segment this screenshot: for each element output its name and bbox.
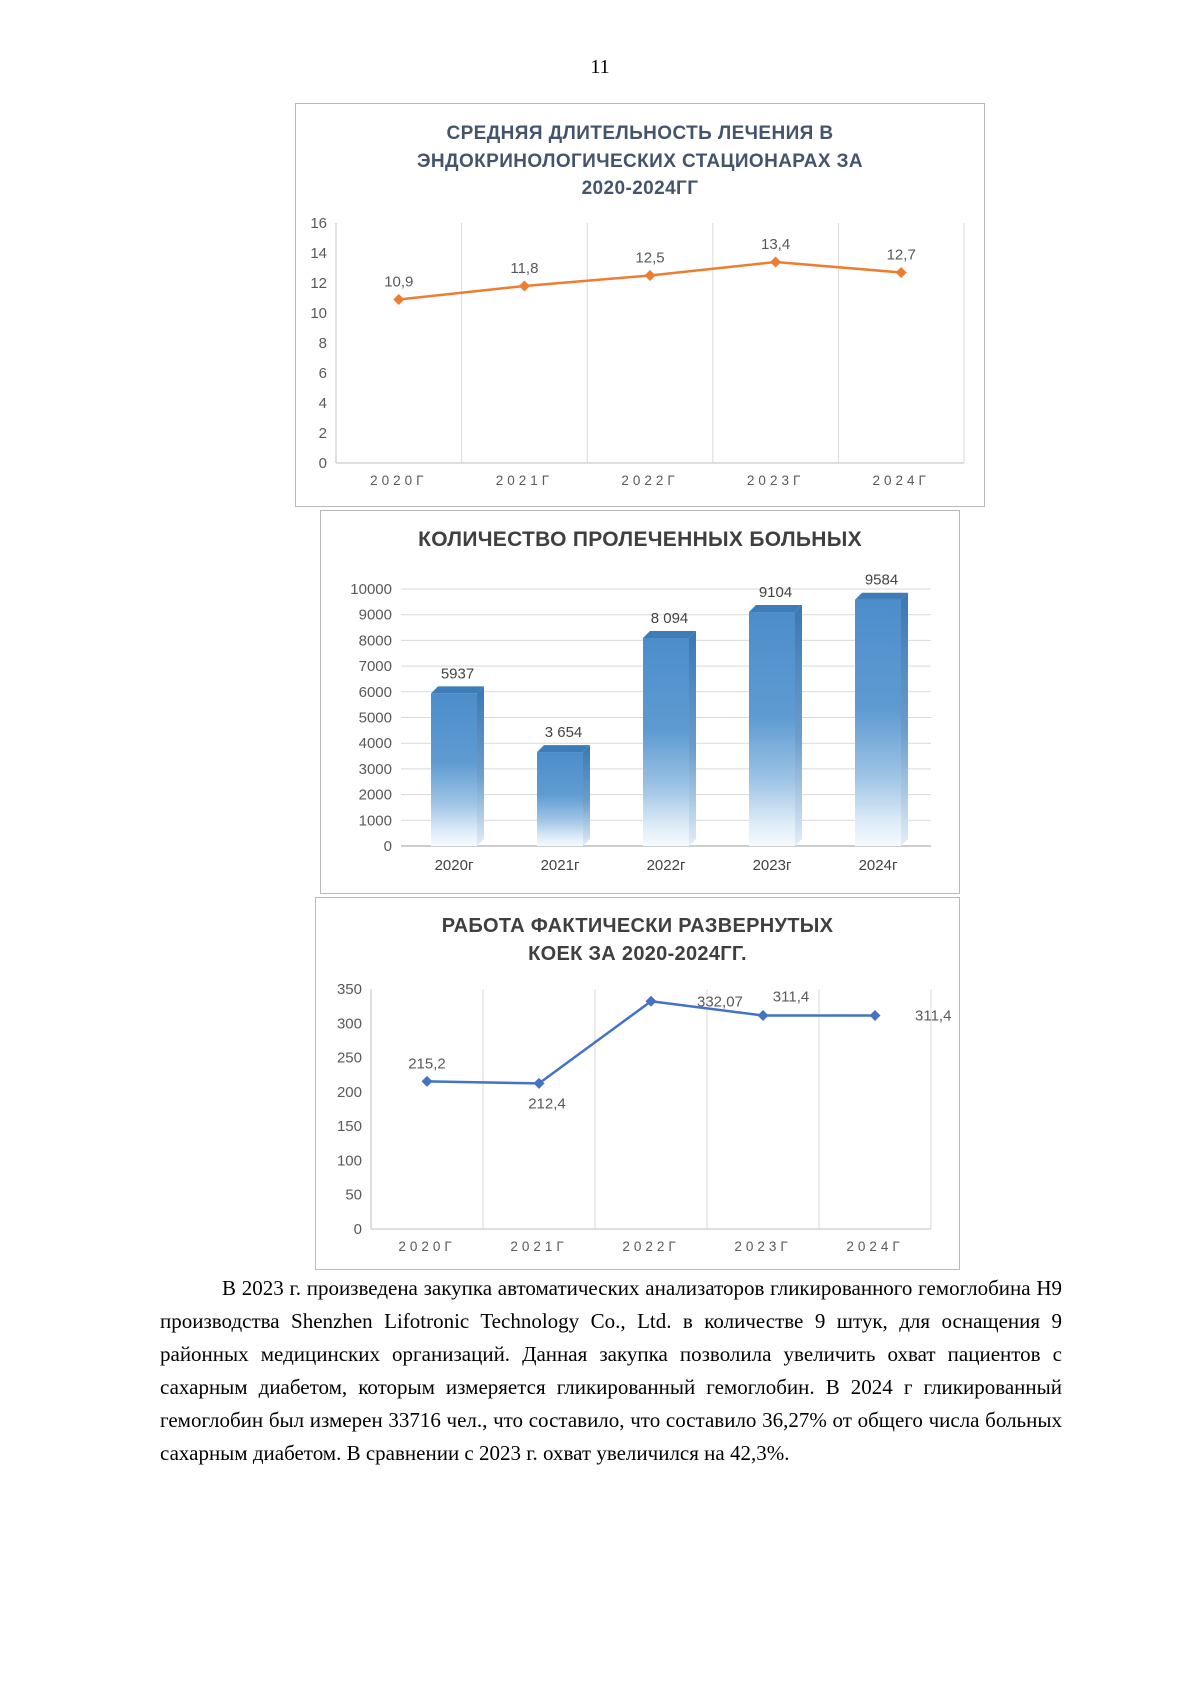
svg-text:332,07: 332,07: [697, 993, 743, 1010]
svg-text:2020г: 2020г: [435, 857, 474, 874]
svg-text:16: 16: [310, 215, 327, 232]
bed-occupancy-chart: РАБОТА ФАКТИЧЕСКИ РАЗВЕРНУТЫХ КОЕК ЗА 20…: [315, 897, 960, 1270]
svg-text:1000: 1000: [359, 812, 392, 829]
svg-text:10000: 10000: [350, 581, 392, 598]
chart-title-avg-duration: СРЕДНЯЯ ДЛИТЕЛЬНОСТЬ ЛЕЧЕНИЯ В ЭНДОКРИНО…: [416, 123, 864, 200]
svg-text:5937: 5937: [441, 665, 474, 682]
svg-text:10,9: 10,9: [384, 274, 413, 291]
svg-text:150: 150: [337, 1118, 362, 1135]
svg-text:215,2: 215,2: [408, 1055, 446, 1072]
svg-text:4: 4: [319, 395, 327, 412]
svg-text:2020Г: 2020Г: [370, 473, 427, 488]
svg-text:2000: 2000: [359, 787, 392, 804]
bed-occupancy-plot: 0 50 100 150 200 250 300 350 2020Г 2021Г 2022Г 2023…: [337, 981, 951, 1254]
page-number: 11: [590, 56, 610, 78]
svg-text:200: 200: [337, 1084, 362, 1101]
svg-text:4000: 4000: [359, 735, 392, 752]
svg-text:2023Г: 2023Г: [734, 1239, 791, 1254]
svg-text:311,4: 311,4: [915, 1007, 951, 1024]
svg-text:10: 10: [310, 305, 327, 322]
svg-text:3000: 3000: [359, 761, 392, 778]
svg-text:8: 8: [319, 335, 327, 352]
svg-text:2: 2: [319, 425, 327, 442]
svg-text:2021г: 2021г: [541, 857, 580, 874]
svg-text:250: 250: [337, 1050, 362, 1067]
svg-text:3 654: 3 654: [545, 724, 583, 741]
svg-text:12,7: 12,7: [887, 247, 916, 264]
svg-text:2022г: 2022г: [647, 857, 686, 874]
svg-text:0: 0: [319, 455, 327, 472]
svg-text:300: 300: [337, 1015, 362, 1032]
chart-title-bed-occupancy: РАБОТА ФАКТИЧЕСКИ РАЗВЕРНУТЫХ КОЕК ЗА 20…: [441, 915, 834, 965]
svg-text:9000: 9000: [359, 607, 392, 624]
svg-text:50: 50: [345, 1187, 362, 1204]
svg-text:2020Г: 2020Г: [398, 1239, 455, 1254]
svg-text:212,4: 212,4: [528, 1095, 566, 1112]
chart-title-patients-treated: КОЛИЧЕСТВО ПРОЛЕЧЕННЫХ БОЛЬНЫХ: [418, 528, 862, 551]
svg-text:8 094: 8 094: [651, 610, 689, 627]
svg-text:14: 14: [310, 245, 327, 262]
svg-text:2022Г: 2022Г: [622, 1239, 679, 1254]
patients-treated-chart: КОЛИЧЕСТВО ПРОЛЕЧЕННЫХ БОЛЬНЫХ 0 1000 2000…: [320, 510, 960, 894]
svg-text:2022Г: 2022Г: [621, 473, 678, 488]
svg-text:2024г: 2024г: [859, 857, 898, 874]
svg-text:7000: 7000: [359, 658, 392, 675]
avg-treatment-duration-plot: 0 2 4 6 8 10 12 14 16 2020Г 2021Г 2022Г 2023Г 2024Г 10…: [310, 215, 965, 488]
svg-text:12,5: 12,5: [635, 250, 664, 267]
svg-text:9584: 9584: [865, 572, 898, 589]
svg-text:13,4: 13,4: [761, 236, 790, 253]
avg-treatment-duration-chart: СРЕДНЯЯ ДЛИТЕЛЬНОСТЬ ЛЕЧЕНИЯ В ЭНДОКРИНО…: [295, 103, 985, 507]
svg-text:0: 0: [384, 838, 392, 855]
svg-text:311,4: 311,4: [773, 988, 809, 1005]
svg-text:100: 100: [337, 1152, 362, 1169]
body-paragraph: В 2023 г. произведена закупка автоматиче…: [160, 1276, 1062, 1465]
svg-text:6000: 6000: [359, 684, 392, 701]
svg-text:0: 0: [354, 1221, 362, 1238]
svg-text:350: 350: [337, 981, 362, 998]
svg-text:9104: 9104: [759, 584, 792, 601]
svg-text:2021Г: 2021Г: [510, 1239, 567, 1254]
svg-text:5000: 5000: [359, 710, 392, 727]
svg-text:11,8: 11,8: [510, 260, 538, 277]
svg-text:8000: 8000: [359, 632, 392, 649]
svg-text:2024Г: 2024Г: [846, 1239, 903, 1254]
svg-text:2023г: 2023г: [753, 857, 792, 874]
svg-text:12: 12: [310, 275, 327, 292]
svg-text:6: 6: [319, 365, 327, 382]
svg-text:2021Г: 2021Г: [496, 473, 553, 488]
svg-text:2023Г: 2023Г: [747, 473, 804, 488]
patients-treated-plot: 0 1000 2000 3000 4000 5000 6000 7000 8000 9000 100…: [350, 572, 931, 874]
svg-text:2024Г: 2024Г: [873, 473, 930, 488]
